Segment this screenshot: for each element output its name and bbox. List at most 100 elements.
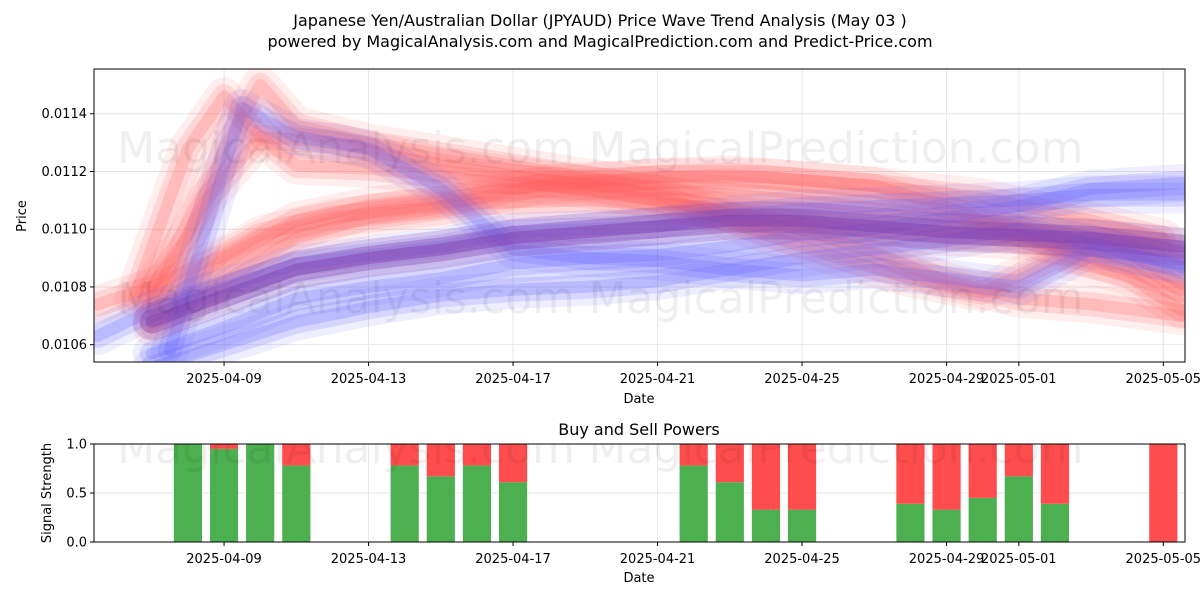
sell-bar [498, 444, 528, 483]
signal-y-tick-label: 0.5 [66, 487, 87, 502]
buy-bar [968, 497, 997, 542]
signal-y-ticks: 0.0 0.5 1.0 [66, 438, 94, 551]
price-x-tick-label: 2025-05-05 [1126, 372, 1200, 387]
sell-bar [1004, 444, 1033, 477]
wave-red-wave-5-layer-2 [145, 194, 1185, 334]
sell-bar [932, 444, 961, 510]
price-x-tick-label: 2025-04-17 [475, 372, 551, 387]
sell-bar [390, 444, 419, 466]
signal-x-ticks: 2025-04-09 2025-04-13 2025-04-17 2025-04-21… [186, 542, 1200, 567]
watermark-analysis-mid: MagicalAnalysis.com [117, 273, 575, 324]
sell-bar [1040, 444, 1070, 504]
price-x-tick-label: 2025-04-21 [620, 372, 696, 387]
price-y-ticks: 0.0106 0.0108 0.0110 0.0112 0.0114 [42, 107, 94, 353]
wave-blue-wave-2-layer-0 [132, 164, 1185, 362]
buy-bar [1004, 476, 1033, 542]
price-x-tick-label: 2025-04-13 [331, 372, 407, 387]
wave-red-wave-1-layer-2 [94, 171, 1170, 311]
price-x-tick-label: 2025-05-01 [981, 372, 1057, 387]
price-y-tick-label: 0.0108 [42, 280, 88, 295]
wave-red-wave-3-layer-0 [132, 69, 1185, 306]
sell-bar [715, 444, 744, 483]
signal-x-tick-label: 2025-04-29 [909, 552, 985, 567]
buy-bar [498, 482, 528, 542]
signal-y-label: Signal Strength [40, 443, 55, 543]
watermark-analysis-bottom: MagicalAnalysis.com [117, 423, 575, 474]
signal-x-tick-label: 2025-04-09 [186, 552, 262, 567]
signal-x-tick-label: 2025-04-17 [475, 552, 551, 567]
wave-red-wave-2-layer-0 [114, 77, 1185, 318]
wave-red-wave-6-layer-0 [132, 117, 1185, 329]
buy-bar [1040, 503, 1070, 542]
bar-chart-title: Buy and Sell Powers [558, 420, 720, 439]
sell-bar [679, 444, 708, 466]
sell-bar [1149, 444, 1178, 542]
signal-bars [173, 444, 1178, 542]
buy-bar [787, 509, 817, 542]
wave-red-wave-3-layer-2 [145, 78, 1185, 293]
wave-blue-wave-3-layer-0 [133, 210, 1185, 362]
signal-x-tick-label: 2025-05-05 [1126, 552, 1200, 567]
sell-bar [787, 444, 817, 510]
wave-blue-wave-1-layer-0 [94, 175, 1185, 355]
price-axes-frame [93, 68, 1186, 363]
wave-red-wave-4-layer-2 [145, 168, 1185, 316]
buy-bar [209, 448, 239, 542]
price-y-tick-label: 0.0112 [42, 165, 88, 180]
wave-blue-wave-2-layer-1 [139, 171, 1185, 362]
price-grid [94, 69, 1185, 362]
wave-red-wave-3-layer-1 [139, 72, 1185, 299]
price-y-tick-label: 0.0106 [42, 338, 88, 353]
sell-bar [751, 444, 781, 510]
wave-purple-wave-layer-1 [139, 208, 1185, 334]
buy-bar [426, 476, 455, 542]
chart-title-line1: Japanese Yen/Australian Dollar (JPYAUD) … [292, 11, 906, 30]
wave-red-wave-6-layer-2 [145, 130, 1185, 316]
wave-blue-wave-4-layer-0 [150, 89, 1185, 362]
sell-bar [282, 444, 311, 466]
wave-blue-wave-3-layer-2 [150, 223, 1185, 362]
wave-red-wave-1-layer-1 [94, 165, 1176, 317]
price-x-tick-label: 2025-04-09 [186, 372, 262, 387]
buy-bar [173, 444, 203, 542]
price-y-tick-label: 0.0110 [42, 223, 88, 238]
wave-red-wave-4-layer-1 [139, 162, 1185, 322]
signal-x-tick-label: 2025-04-21 [620, 552, 696, 567]
signal-y-tick-label: 1.0 [66, 438, 87, 453]
wave-bands [94, 69, 1185, 362]
wave-purple-wave-layer-2 [145, 214, 1185, 328]
price-x-label: Date [623, 392, 654, 407]
wave-blue-wave-1-layer-1 [94, 182, 1185, 348]
price-x-ticks: 2025-04-09 2025-04-13 2025-04-17 2025-04-21… [186, 362, 1200, 387]
buy-bar [715, 482, 744, 542]
watermark-analysis-top: MagicalAnalysis.com [117, 123, 575, 174]
chart-title-line2: powered by MagicalAnalysis.com and Magic… [267, 32, 932, 51]
wave-red-wave-1-layer-0 [94, 158, 1183, 324]
price-plot-area: MagicalAnalysis.com MagicalPrediction.co… [94, 69, 1185, 362]
wave-purple-wave-layer-0 [132, 201, 1185, 341]
wave-blue-wave-2-layer-2 [145, 177, 1185, 360]
wave-blue-wave-4-layer-2 [163, 102, 1185, 357]
wave-red-wave-6-layer-1 [139, 124, 1185, 322]
wave-red-wave-5-layer-1 [139, 188, 1185, 340]
watermark-prediction-mid: MagicalPrediction.com [589, 273, 1084, 324]
wave-blue-wave-3-layer-1 [141, 217, 1185, 362]
signal-x-tick-label: 2025-04-13 [331, 552, 407, 567]
buy-bar [246, 444, 275, 542]
wave-red-wave-2-layer-2 [127, 90, 1185, 305]
buy-bar [679, 465, 708, 542]
wave-blue-wave-1-layer-2 [94, 188, 1185, 342]
sell-bar [896, 444, 925, 504]
wave-red-wave-5-layer-0 [132, 181, 1185, 347]
watermark-prediction-bottom: MagicalPrediction.com [589, 423, 1084, 474]
watermark-prediction-top: MagicalPrediction.com [589, 123, 1084, 174]
sell-bar [462, 444, 492, 466]
signal-y-tick-label: 0.0 [66, 536, 87, 551]
price-y-tick-label: 0.0114 [42, 107, 88, 122]
wave-blue-wave-4-layer-1 [157, 96, 1185, 362]
signal-plot-area: MagicalAnalysis.com MagicalPrediction.co… [117, 423, 1178, 542]
buy-bar [390, 465, 419, 542]
signal-x-tick-label: 2025-04-25 [764, 552, 840, 567]
